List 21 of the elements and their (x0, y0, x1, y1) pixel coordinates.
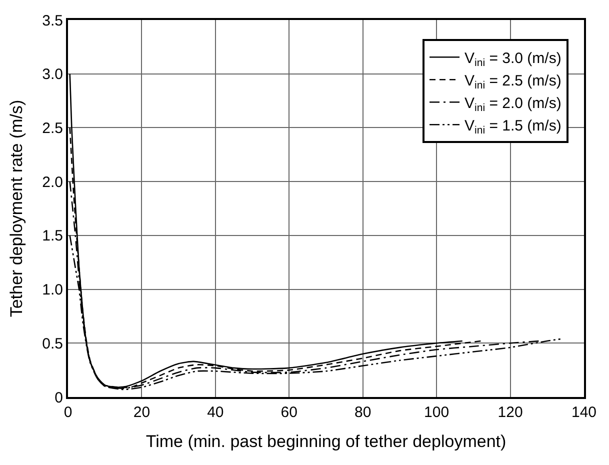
x-tick-label: 120 (498, 404, 523, 421)
y-tick-label: 0.5 (42, 335, 63, 352)
x-tick-label: 20 (133, 404, 150, 421)
y-tick-label: 3.5 (42, 12, 63, 30)
y-tick-label: 2.0 (42, 174, 63, 191)
legend-label: V$_{ini}$ = 2.5 (m/s) (464, 72, 562, 92)
x-tick-label: 100 (424, 404, 450, 421)
y-tick-label: 3.0 (42, 66, 63, 84)
legend-label: V$_{ini}$ = 3.0 (m/s) (464, 50, 562, 70)
x-axis-title: Time (min. past beginning of tether deployment) (146, 432, 506, 451)
y-tick-label: 1.5 (42, 228, 63, 245)
legend-label: V$_{ini}$ = 2.0 (m/s) (464, 94, 562, 114)
x-tick-label: 60 (280, 404, 298, 421)
x-tick-label: 40 (207, 404, 224, 421)
y-tick-label: 1.0 (42, 282, 63, 299)
x-tick-label: 140 (571, 404, 597, 421)
y-tick-label: 2.5 (42, 120, 63, 137)
y-tick-label: 0 (54, 389, 63, 406)
y-axis-title: Tether deployment rate (m/s) (7, 100, 26, 318)
x-tick-label: 80 (354, 404, 372, 421)
legend-label: V$_{ini}$ = 1.5 (m/s) (464, 117, 562, 137)
